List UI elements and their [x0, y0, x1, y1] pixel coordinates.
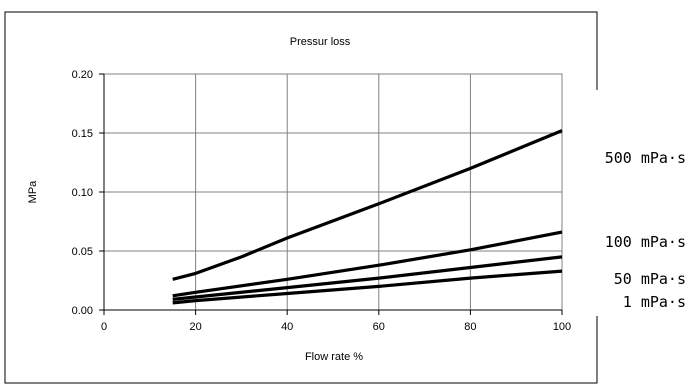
x-axis-title: Flow rate % — [305, 351, 363, 363]
series-label: 50 mPa·s — [614, 270, 686, 288]
x-tick-label: 0 — [101, 321, 107, 333]
chart-title: Pressur loss — [290, 36, 351, 48]
chart-border — [4, 11, 598, 384]
series-labels: 500 mPa·s 100 mPa·s 50 mPa·s 1 mPa·s — [605, 149, 686, 311]
x-tick-label: 20 — [189, 321, 201, 333]
series-lines — [172, 129, 563, 305]
x-tick-label: 40 — [281, 321, 293, 333]
series-line — [172, 269, 563, 305]
series-label: 500 mPa·s — [605, 149, 686, 167]
series-label: 100 mPa·s — [605, 233, 686, 251]
x-tick-label: 100 — [553, 321, 571, 333]
y-tick-label: 0.00 — [72, 305, 93, 317]
x-tick-label: 60 — [373, 321, 385, 333]
y-tick-label: 0.20 — [72, 69, 93, 81]
series-line — [172, 129, 563, 281]
y-axis-title: MPa — [27, 180, 39, 204]
y-tick-label: 0.15 — [72, 128, 93, 140]
y-tick-label: 0.10 — [72, 187, 93, 199]
series-label: 1 mPa·s — [623, 293, 686, 311]
grid — [104, 74, 562, 310]
series-line — [172, 230, 563, 298]
series-line — [172, 255, 563, 301]
y-tick-label: 0.05 — [72, 246, 93, 258]
tick-labels: 0 20 40 60 80 100 0.00 0.05 0.10 0.15 0.20 — [72, 69, 572, 333]
x-tick-label: 80 — [464, 321, 476, 333]
